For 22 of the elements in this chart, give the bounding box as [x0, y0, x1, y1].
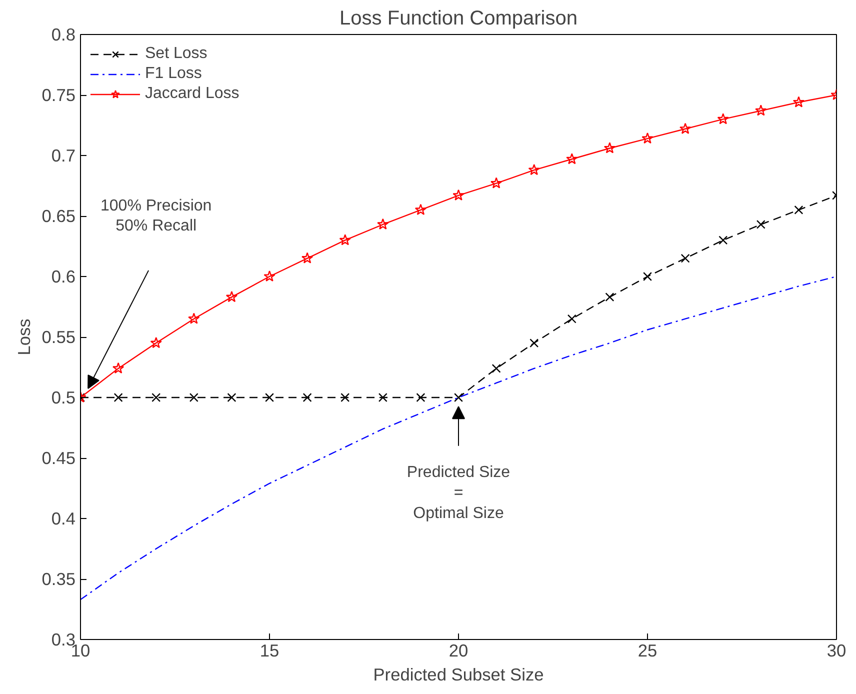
y-tick-label: 0.45: [42, 448, 76, 468]
y-axis-title: Loss: [14, 318, 34, 356]
annotation: Predicted Size = Optimal Size: [406, 464, 510, 522]
legend-label: F1 Loss: [145, 65, 202, 83]
y-tick-label: 0.5: [51, 388, 76, 408]
y-tick-label: 0.4: [51, 508, 76, 528]
y-tick-label: 0.8: [51, 24, 76, 44]
y-tick-label: 0.35: [42, 569, 76, 589]
y-tick-label: 0.7: [51, 146, 76, 166]
x-tick-label: 25: [638, 640, 658, 660]
y-tick-label: 0.75: [42, 85, 76, 105]
x-tick-label: 15: [260, 640, 280, 660]
y-tick-label: 0.65: [42, 206, 76, 226]
legend-label: Jaccard Loss: [145, 85, 240, 103]
x-tick-label: 30: [826, 640, 846, 660]
x-tick-label: 20: [448, 640, 468, 660]
legend-label: Set Loss: [145, 45, 208, 63]
y-tick-label: 0.55: [42, 327, 76, 347]
y-tick-label: 0.6: [51, 266, 76, 286]
chart-title: Loss Function Comparison: [340, 8, 578, 30]
x-axis-title: Predicted Subset Size: [373, 664, 544, 684]
annotation: 100% Precision 50% Recall: [100, 197, 212, 235]
